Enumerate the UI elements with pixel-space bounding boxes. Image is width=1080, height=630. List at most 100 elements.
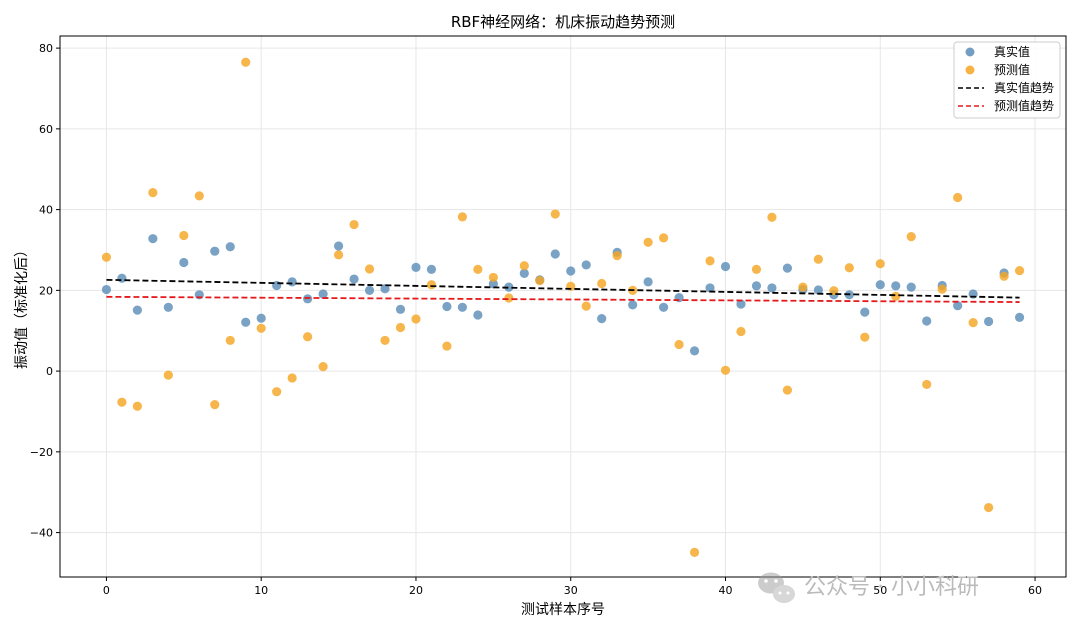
predicted-point [426,280,437,290]
predicted-point [519,261,529,271]
actual-point [782,263,793,273]
predicted-point [333,250,344,260]
actual-point [132,305,142,315]
watermark-text: 公众号 · 小小科研 [804,575,979,600]
legend-label-predicted: 预测值 [994,62,1030,77]
actual-point [380,284,390,294]
y-axis-title: 振动值（标准化后） [14,243,30,369]
legend-marker-actual [965,47,975,57]
predicted-point [442,341,452,351]
actual-point [210,246,220,256]
x-tick-label: 10 [254,584,268,597]
predicted-point [550,209,560,219]
legend-marker-predicted [965,65,975,75]
predicted-point [844,263,854,273]
actual-point [860,307,870,317]
legend-label-actual: 真实值 [994,44,1030,59]
predicted-point [535,276,545,286]
actual-point [984,316,994,327]
predicted-point [659,233,669,243]
predicted-point [256,323,266,333]
predicted-point [953,192,963,203]
predicted-point [473,264,483,274]
actual-point [318,289,328,299]
actual-point [225,242,235,252]
predicted-point [303,332,313,342]
predicted-point [860,332,870,342]
x-tick-label: 40 [719,584,733,597]
trend-layer [106,278,1020,303]
predicted-point [287,373,297,383]
actual-point [442,301,452,312]
predicted-point [488,272,498,283]
actual-point [148,234,158,244]
predicted-point [241,57,251,67]
x-tick-label: 0 [103,584,110,597]
y-tick-label: −40 [30,527,53,540]
predicted-point [612,251,622,261]
actual-point [550,249,560,259]
actual-point [473,310,483,320]
actual-point [179,257,189,268]
actual-point [504,282,514,292]
actual-point [689,346,700,356]
predicted-point [798,282,808,292]
actual-point [720,261,731,272]
predicted-point [179,230,189,241]
predicted-point [689,547,700,557]
marks-layer [101,57,1025,557]
chart-title: RBF神经网络：机床振动趋势预测 [451,13,675,31]
predicted-point [395,322,406,333]
predicted-point [751,264,762,274]
predicted-point [411,314,421,324]
actual-point [953,301,963,311]
legend-label-predicted-trend: 预测值趋势 [994,98,1054,113]
predicted-point [349,219,359,230]
predicted-point [922,379,932,390]
actual-point [519,268,529,278]
actual-point [364,285,375,295]
actual-trend-line [106,278,1020,299]
actual-point [705,283,715,293]
actual-point [922,316,932,326]
actual-point [736,299,746,309]
predicted-point [782,385,793,395]
actual-point [349,274,359,284]
actual-point [1014,312,1025,323]
actual-point [906,282,916,292]
legend-item-predicted-trend: 预测值趋势 [958,98,1054,113]
legend-item-actual: 真实值 [965,44,1030,59]
predicted-point [504,293,514,303]
actual-point [457,302,467,312]
predicted-point [132,401,142,411]
actual-point [117,273,127,283]
tick-layer: 0 10 20 30 40 50 60 −40 −20 0 20 40 60 80 [30,42,1042,597]
legend-box [953,41,1061,119]
legend-item-predicted: 预测值 [965,62,1030,77]
predicted-point [937,284,947,294]
actual-point [875,280,885,290]
predicted-point [101,252,112,262]
actual-point [643,277,653,287]
actual-point [597,314,607,324]
x-tick-label: 20 [409,584,423,597]
predicted-point [813,254,823,264]
legend-label-actual-trend: 真实值趋势 [994,80,1054,95]
predicted-point [457,212,467,222]
x-tick-label: 60 [1028,584,1042,597]
x-tick-label: 50 [873,584,887,597]
predicted-point [829,286,839,296]
predicted-point [117,397,127,407]
y-tick-label: −20 [30,446,53,459]
y-tick-label: 80 [39,42,53,55]
predicted-point [318,362,328,372]
predicted-point [705,256,715,266]
actual-point [287,277,297,287]
actual-point [241,317,251,327]
actual-point [751,281,762,291]
x-axis-title: 测试样本序号 [521,602,605,618]
legend: 真实值 预测值 真实值趋势 预测值趋势 [953,41,1061,119]
actual-point [411,262,421,272]
predicted-point [720,365,731,375]
